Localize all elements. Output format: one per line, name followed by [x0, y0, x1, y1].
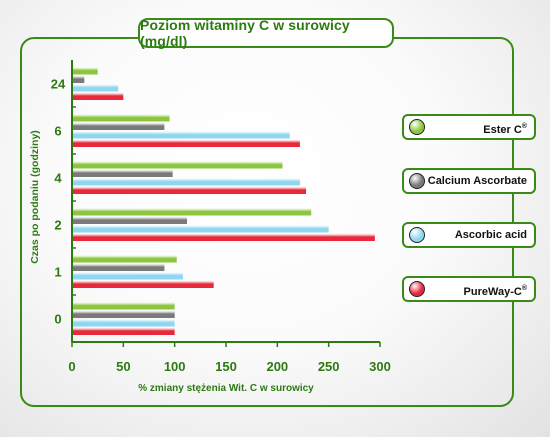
bar-ascorbic-acid-1h — [72, 272, 183, 280]
x-tick-label: 100 — [164, 359, 186, 374]
x-tick-label: 300 — [369, 359, 391, 374]
y-tick-label: 2 — [54, 218, 61, 233]
bar-ascorbic-acid-0h — [72, 319, 175, 327]
legend-swatch — [409, 119, 425, 135]
bar-pureway-c-1h — [72, 280, 214, 288]
y-tick-label: 6 — [54, 124, 61, 139]
bar-pureway-c-24h — [72, 92, 124, 100]
x-tick-label: 150 — [215, 359, 237, 374]
y-tick-label: 0 — [54, 312, 61, 327]
y-tick-label: 4 — [54, 171, 62, 186]
bar-calcium-ascorbate-6h — [72, 122, 165, 130]
legend-swatch — [409, 173, 425, 189]
bar-ascorbic-acid-6h — [72, 131, 290, 139]
legend-label: PureWay-C® — [463, 285, 527, 298]
legend-item: Calcium Ascorbate — [402, 168, 536, 194]
legend-label: Ascorbic acid — [454, 229, 527, 241]
bar-calcium-ascorbate-24h — [72, 75, 85, 83]
legend-label: Calcium Ascorbate — [427, 175, 527, 187]
legend-swatch — [409, 281, 425, 297]
bar-pureway-c-6h — [72, 139, 300, 147]
bar-ester-c-0h — [72, 302, 175, 310]
bar-calcium-ascorbate-4h — [72, 169, 173, 177]
bar-ascorbic-acid-4h — [72, 178, 300, 186]
x-tick-label: 200 — [266, 359, 288, 374]
legend-label: Ester C® — [483, 123, 527, 136]
x-axis-label: % zmiany stężenia Wit. C w surowicy — [138, 383, 314, 394]
y-axis-label: Czas po podaniu (godziny) — [29, 130, 41, 264]
bar-ester-c-1h — [72, 255, 177, 263]
legend-swatch — [409, 227, 425, 243]
legend-item: PureWay-C® — [402, 276, 536, 302]
bar-ester-c-6h — [72, 114, 170, 122]
bar-pureway-c-0h — [72, 327, 175, 335]
x-tick-label: 0 — [68, 359, 75, 374]
bar-calcium-ascorbate-0h — [72, 310, 175, 318]
legend-item: Ester C® — [402, 114, 536, 140]
chart-title: Poziom witaminy C w surowicy (mg/dl) — [138, 17, 394, 49]
x-tick-label: 50 — [116, 359, 130, 374]
bar-ester-c-2h — [72, 208, 312, 216]
x-tick-label: 250 — [318, 359, 340, 374]
bar-ester-c-4h — [72, 161, 283, 169]
legend-item: Ascorbic acid — [402, 222, 536, 248]
bar-ester-c-24h — [72, 67, 98, 75]
bar-pureway-c-4h — [72, 186, 307, 194]
bar-calcium-ascorbate-1h — [72, 263, 165, 271]
bar-ascorbic-acid-24h — [72, 84, 119, 92]
bar-calcium-ascorbate-2h — [72, 216, 187, 224]
bar-ascorbic-acid-2h — [72, 225, 329, 233]
y-tick-label: 1 — [54, 265, 61, 280]
bar-pureway-c-2h — [72, 233, 375, 241]
y-tick-label: 24 — [51, 77, 66, 92]
